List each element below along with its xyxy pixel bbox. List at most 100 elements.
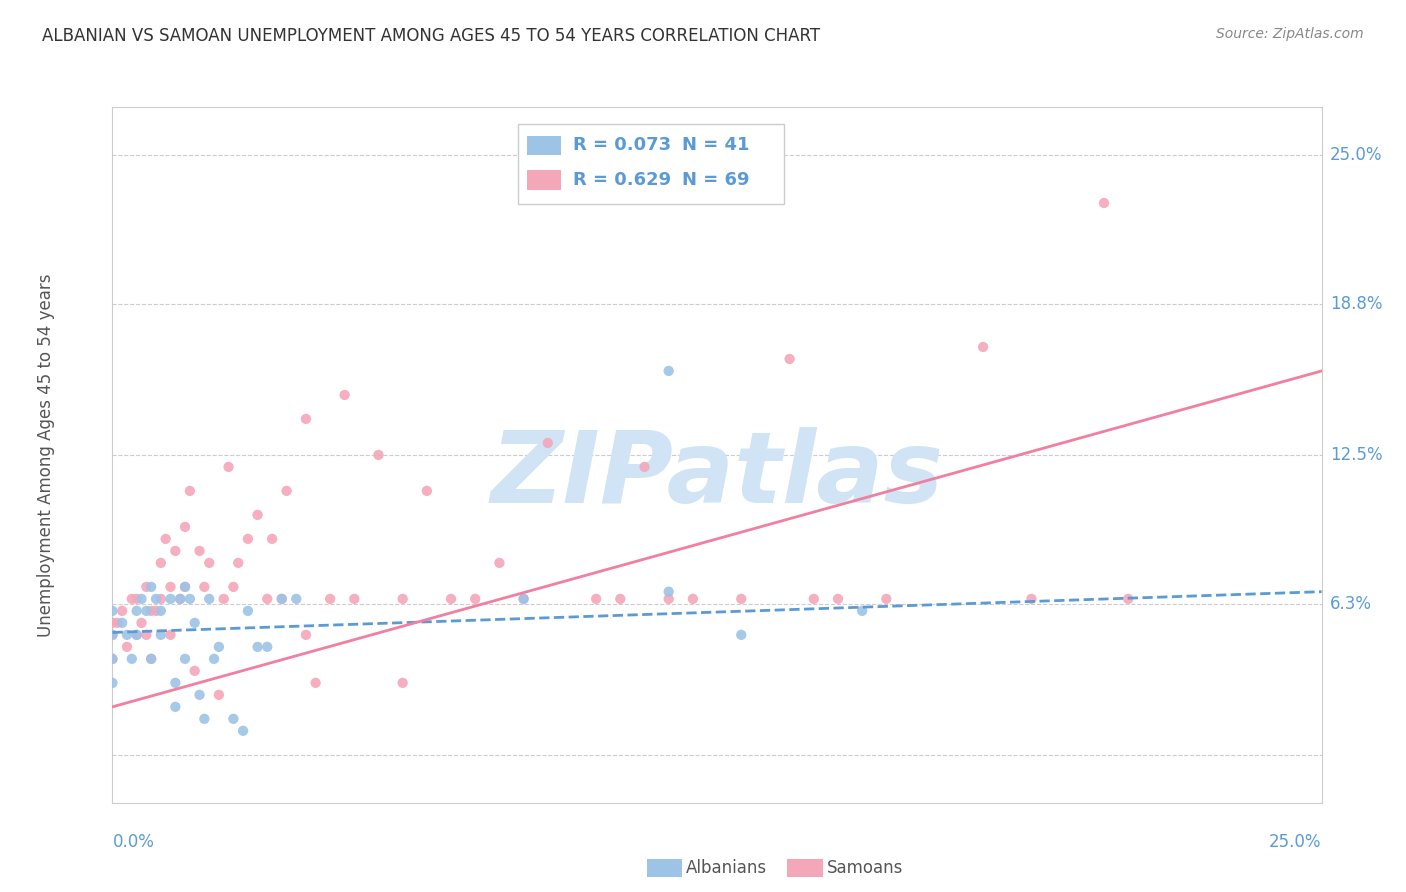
Point [141,652,163,666]
Point [101,676,124,690]
Point [246,640,269,654]
Point [319,591,342,606]
Point [416,483,439,498]
Point [609,591,631,606]
Point [270,591,292,606]
Point [135,628,157,642]
Point [111,604,134,618]
Text: N = 69: N = 69 [682,171,749,189]
Text: 25.0%: 25.0% [1270,833,1322,851]
Point [101,604,124,618]
Point [488,556,510,570]
Point [658,584,681,599]
Point [262,532,284,546]
Point [193,712,215,726]
Point [391,591,413,606]
Point [165,544,187,558]
Point [827,591,849,606]
Point [236,604,259,618]
Point [145,591,167,606]
Point [295,412,318,426]
Point [135,580,157,594]
Point [115,640,138,654]
Point [803,591,825,606]
Point [212,591,235,606]
Point [149,591,172,606]
Point [391,676,413,690]
Point [198,556,221,570]
Point [101,628,124,642]
Text: N = 41: N = 41 [682,136,749,154]
Point [537,436,560,450]
Point [226,556,249,570]
Text: Unemployment Among Ages 45 to 54 years: Unemployment Among Ages 45 to 54 years [37,273,55,637]
Point [125,628,148,642]
Point [183,615,205,630]
Point [285,591,308,606]
Point [169,591,191,606]
Point [270,591,292,606]
Point [131,615,153,630]
Point [208,688,231,702]
Point [165,699,187,714]
Point [276,483,298,498]
Point [174,652,197,666]
Point [101,628,124,642]
Point [218,459,240,474]
Point [125,604,148,618]
Point [115,628,138,642]
Point [101,615,124,630]
Point [512,591,534,606]
Point [222,580,245,594]
Text: R = 0.073: R = 0.073 [574,136,671,154]
Point [149,556,172,570]
Point [145,604,167,618]
Point [236,532,259,546]
Text: ALBANIAN VS SAMOAN UNEMPLOYMENT AMONG AGES 45 TO 54 YEARS CORRELATION CHART: ALBANIAN VS SAMOAN UNEMPLOYMENT AMONG AG… [42,27,820,45]
Point [658,591,681,606]
Point [512,591,534,606]
Point [155,532,177,546]
Point [125,628,148,642]
Point [111,615,134,630]
Point [105,615,128,630]
Point [183,664,205,678]
FancyBboxPatch shape [517,124,783,204]
Text: 25.0%: 25.0% [1330,146,1382,164]
Point [141,652,163,666]
Point [208,640,231,654]
Point [101,652,124,666]
Point [585,591,607,606]
Point [246,508,269,522]
Point [149,628,172,642]
Point [169,591,191,606]
Point [141,604,163,618]
Point [232,723,254,738]
Point [440,591,463,606]
Point [131,591,153,606]
Point [304,676,326,690]
Point [222,712,245,726]
Point [121,591,143,606]
Point [159,591,181,606]
Point [875,591,897,606]
Point [174,580,197,594]
Point [125,591,148,606]
Point [179,591,201,606]
Text: Albanians: Albanians [686,859,768,877]
Point [730,628,752,642]
Point [779,351,801,366]
Point [193,580,215,594]
Point [179,483,201,498]
FancyBboxPatch shape [527,170,561,190]
Point [464,591,486,606]
Point [159,628,181,642]
Point [343,591,366,606]
Point [295,628,318,642]
Point [135,604,157,618]
Text: R = 0.629: R = 0.629 [574,171,671,189]
Point [121,652,143,666]
Point [1021,591,1043,606]
Text: ZIPatlas: ZIPatlas [491,427,943,524]
Text: 18.8%: 18.8% [1330,294,1382,313]
